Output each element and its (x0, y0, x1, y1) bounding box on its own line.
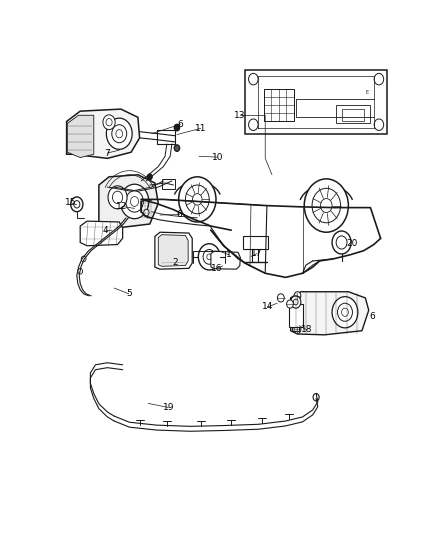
Text: 16: 16 (211, 264, 223, 273)
Circle shape (312, 188, 341, 223)
Circle shape (291, 296, 301, 308)
Circle shape (106, 118, 112, 126)
Circle shape (249, 119, 258, 131)
Circle shape (131, 197, 138, 206)
Text: 6: 6 (369, 312, 375, 321)
Text: 1: 1 (226, 251, 232, 259)
Circle shape (116, 130, 123, 138)
Circle shape (207, 254, 212, 260)
Text: 4: 4 (102, 227, 108, 236)
Circle shape (249, 74, 258, 85)
Circle shape (374, 74, 384, 85)
Bar (336, 105, 371, 124)
Circle shape (198, 244, 220, 270)
Circle shape (113, 191, 123, 204)
Circle shape (342, 308, 348, 317)
Text: 12: 12 (116, 202, 127, 211)
Text: 2: 2 (173, 258, 178, 267)
Circle shape (112, 125, 127, 143)
Circle shape (321, 199, 332, 213)
Circle shape (203, 249, 215, 264)
Circle shape (174, 145, 180, 151)
Circle shape (293, 299, 298, 305)
Text: 5: 5 (126, 289, 132, 298)
Text: 6: 6 (177, 120, 183, 129)
Polygon shape (211, 251, 240, 269)
Circle shape (148, 174, 152, 180)
Polygon shape (99, 175, 158, 228)
Circle shape (193, 193, 202, 205)
Circle shape (74, 200, 80, 208)
Circle shape (71, 197, 83, 212)
Circle shape (126, 191, 143, 212)
Polygon shape (158, 235, 188, 266)
Text: 18: 18 (301, 326, 313, 334)
Polygon shape (80, 221, 123, 246)
Text: E: E (365, 90, 369, 95)
Circle shape (120, 184, 149, 219)
Circle shape (332, 297, 358, 328)
Bar (245, 70, 387, 134)
Circle shape (108, 186, 127, 209)
Circle shape (185, 185, 209, 214)
Text: 6: 6 (177, 210, 183, 219)
Circle shape (103, 115, 115, 130)
Polygon shape (67, 109, 140, 158)
Circle shape (286, 300, 293, 308)
Circle shape (294, 292, 301, 300)
Text: 14: 14 (262, 302, 274, 311)
Polygon shape (155, 232, 192, 269)
Text: 15: 15 (65, 198, 77, 207)
Circle shape (332, 231, 351, 254)
Circle shape (106, 118, 132, 149)
Circle shape (174, 124, 180, 131)
Circle shape (294, 325, 301, 334)
Text: 7: 7 (105, 149, 110, 158)
Circle shape (304, 179, 348, 232)
Bar (243, 236, 268, 248)
Circle shape (336, 236, 347, 249)
Circle shape (179, 177, 216, 222)
Bar (342, 109, 364, 120)
Circle shape (277, 294, 284, 302)
Bar (162, 179, 175, 189)
Bar (264, 88, 294, 122)
Text: 20: 20 (346, 239, 357, 248)
Circle shape (338, 303, 353, 321)
Polygon shape (67, 115, 94, 158)
Circle shape (144, 209, 149, 216)
Bar (157, 130, 175, 144)
Polygon shape (291, 292, 369, 335)
Text: 17: 17 (251, 249, 263, 258)
Text: 10: 10 (212, 152, 223, 161)
Text: 13: 13 (234, 111, 246, 120)
Bar (289, 304, 303, 327)
Text: 11: 11 (195, 124, 206, 133)
Text: 19: 19 (162, 403, 174, 412)
Circle shape (374, 119, 384, 131)
